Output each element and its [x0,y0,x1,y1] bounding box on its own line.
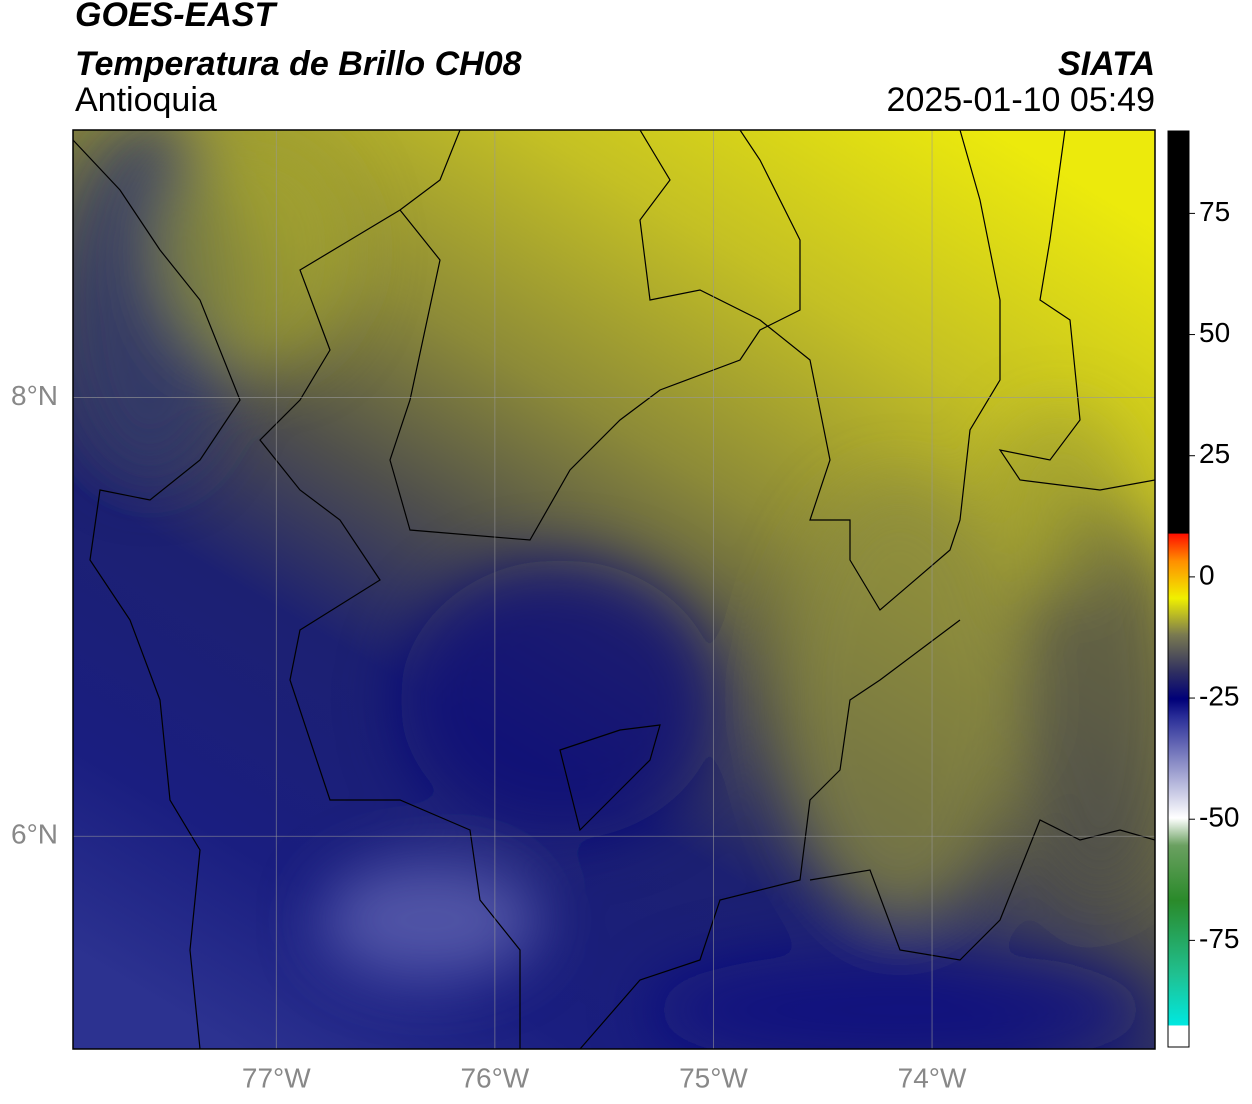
product: Temperatura de Brillo CH08 [75,45,522,83]
colorbar-tick-label: -75 [1199,923,1239,954]
region: Antioquia [75,81,217,119]
graticule [73,130,1155,1049]
colorbar-tick-label: 0 [1199,559,1215,590]
colorbar-tick-label: 25 [1199,438,1230,469]
lon-tick-label: 76°W [460,1062,529,1093]
lon-tick-label: 77°W [242,1062,311,1093]
map-frame [72,129,1156,1050]
colorbar-tick-label: -25 [1199,680,1239,711]
timestamp: 2025-01-10 05:49 [887,81,1155,119]
boundaries [73,130,1155,1049]
colorbar-tick-label: 75 [1199,196,1230,227]
map-imagery [73,130,1155,1049]
title: GOES-EAST [75,0,278,34]
colorbar [1167,130,1190,1048]
source: SIATA [1058,45,1155,83]
lon-tick-label: 74°W [898,1062,967,1093]
lon-tick-label: 75°W [679,1062,748,1093]
colorbar-tick-label: -50 [1199,802,1239,833]
lat-tick-label: 6°N [11,819,58,850]
colorbar-tick-label: 50 [1199,317,1230,348]
axes: 77°W 76°W 75°W 74°W 8°N 6°N 75 50 25 0 -25 -50 -75 [11,196,1239,1094]
lat-tick-label: 8°N [11,380,58,411]
